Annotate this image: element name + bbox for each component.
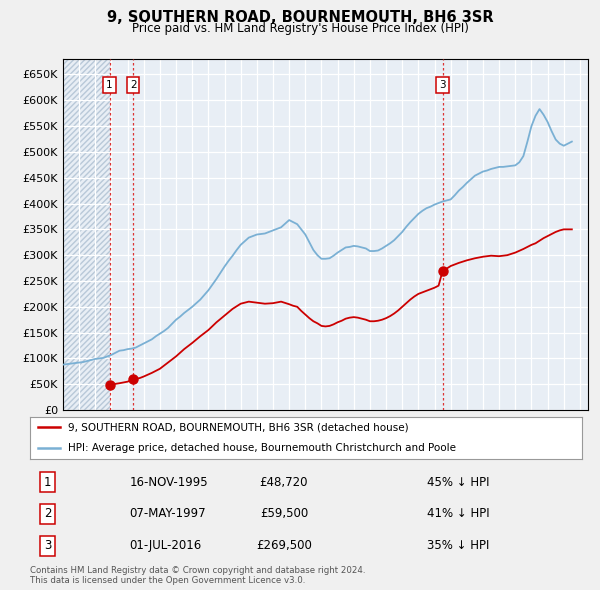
Text: 1: 1 <box>44 476 52 489</box>
Text: 16-NOV-1995: 16-NOV-1995 <box>130 476 208 489</box>
Text: 01-JUL-2016: 01-JUL-2016 <box>130 539 202 552</box>
Bar <box>63 59 110 410</box>
Text: £48,720: £48,720 <box>260 476 308 489</box>
Text: Contains HM Land Registry data © Crown copyright and database right 2024.
This d: Contains HM Land Registry data © Crown c… <box>30 566 365 585</box>
Text: £269,500: £269,500 <box>256 539 312 552</box>
Text: 2: 2 <box>44 507 52 520</box>
Bar <box>63 59 110 410</box>
Text: 41% ↓ HPI: 41% ↓ HPI <box>427 507 490 520</box>
Text: 07-MAY-1997: 07-MAY-1997 <box>130 507 206 520</box>
Text: 9, SOUTHERN ROAD, BOURNEMOUTH, BH6 3SR (detached house): 9, SOUTHERN ROAD, BOURNEMOUTH, BH6 3SR (… <box>68 422 408 432</box>
Text: 2: 2 <box>130 80 137 90</box>
Text: Price paid vs. HM Land Registry's House Price Index (HPI): Price paid vs. HM Land Registry's House … <box>131 22 469 35</box>
Text: £59,500: £59,500 <box>260 507 308 520</box>
Text: 1: 1 <box>106 80 113 90</box>
Text: HPI: Average price, detached house, Bournemouth Christchurch and Poole: HPI: Average price, detached house, Bour… <box>68 444 455 453</box>
Text: 3: 3 <box>439 80 446 90</box>
Text: 9, SOUTHERN ROAD, BOURNEMOUTH, BH6 3SR: 9, SOUTHERN ROAD, BOURNEMOUTH, BH6 3SR <box>107 10 493 25</box>
Text: 35% ↓ HPI: 35% ↓ HPI <box>427 539 490 552</box>
Text: 3: 3 <box>44 539 52 552</box>
Text: 45% ↓ HPI: 45% ↓ HPI <box>427 476 490 489</box>
